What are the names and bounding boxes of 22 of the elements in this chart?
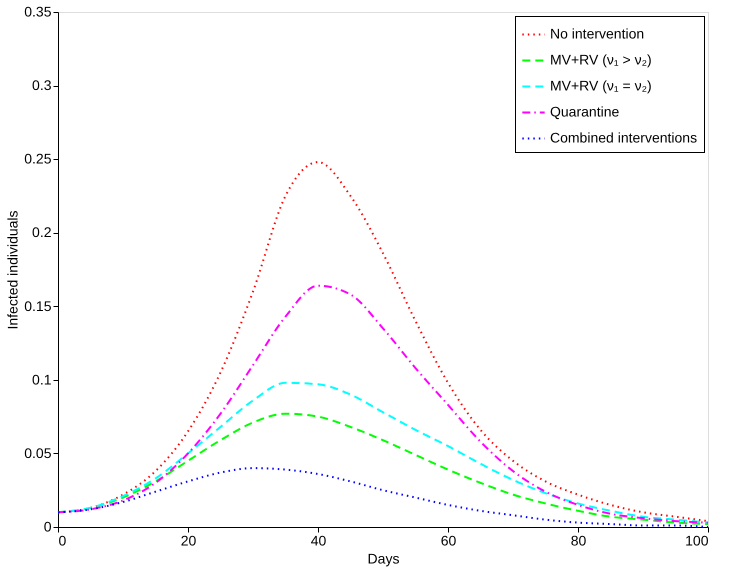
- y-tick-label: 0.3: [32, 77, 52, 94]
- y-tick-label: 0.05: [24, 444, 52, 461]
- y-tick-label: 0.25: [24, 150, 52, 167]
- y-tick-label: 0.35: [24, 4, 52, 20]
- legend-label: MV+RV (ν₁ > ν₂): [550, 52, 652, 68]
- legend-label: MV+RV (ν₁ = ν₂): [550, 78, 652, 94]
- x-tick-label: 40: [310, 532, 326, 548]
- y-tick-label: 0: [44, 518, 52, 534]
- x-tick-label: 100: [685, 532, 709, 548]
- y-tick-label: 0.2: [32, 224, 52, 240]
- y-axis-title: Infected individuals: [4, 210, 20, 330]
- legend-label: Combined interventions: [550, 130, 698, 146]
- x-axis-title: Days: [368, 550, 400, 566]
- y-tick-label: 0.15: [24, 298, 52, 314]
- line-series: [57, 284, 709, 524]
- y-tick-label: 0.1: [32, 371, 52, 388]
- legend-label: No intervention: [550, 26, 644, 42]
- legend-label: Quarantine: [550, 104, 620, 120]
- x-tick-label: 80: [570, 532, 586, 548]
- x-tick-label: 20: [180, 532, 196, 548]
- x-tick-label: 60: [440, 532, 456, 548]
- x-tick-label: 0: [58, 532, 66, 548]
